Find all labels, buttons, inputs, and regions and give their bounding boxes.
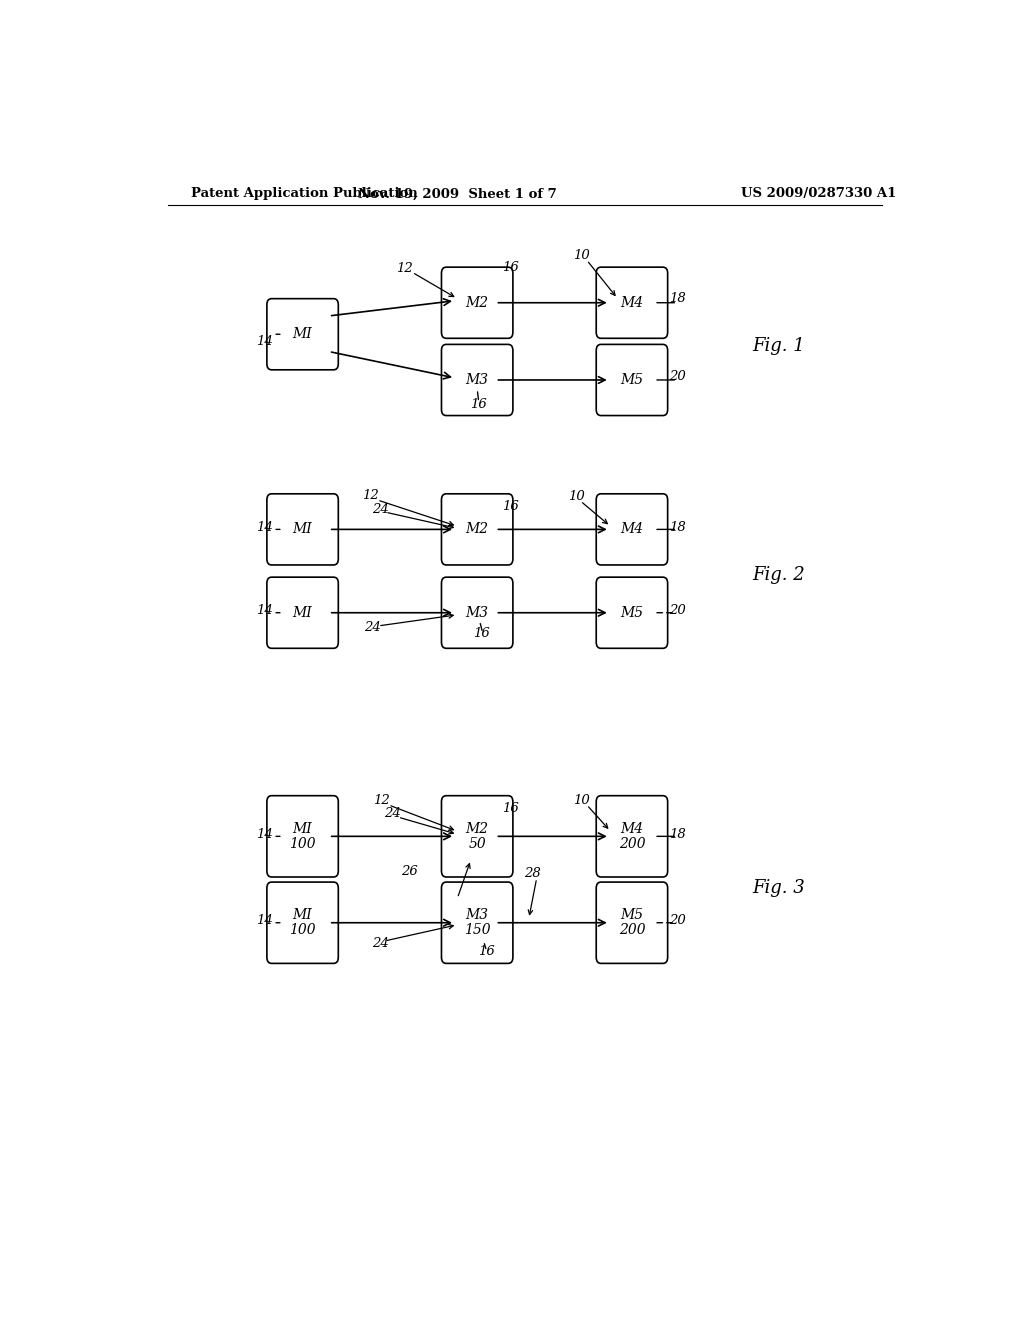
Text: 12: 12	[396, 261, 413, 275]
FancyBboxPatch shape	[596, 577, 668, 648]
FancyBboxPatch shape	[267, 577, 338, 648]
FancyBboxPatch shape	[441, 267, 513, 338]
FancyBboxPatch shape	[596, 494, 668, 565]
FancyBboxPatch shape	[441, 796, 513, 876]
Text: M2
50: M2 50	[466, 822, 488, 851]
Text: Fig. 3: Fig. 3	[753, 879, 805, 898]
FancyBboxPatch shape	[596, 882, 668, 964]
FancyBboxPatch shape	[267, 494, 338, 565]
Text: 16: 16	[473, 627, 489, 640]
Text: Patent Application Publication: Patent Application Publication	[191, 187, 418, 201]
Text: 24: 24	[365, 622, 381, 635]
Text: M5: M5	[621, 374, 643, 387]
Text: 24: 24	[372, 937, 389, 949]
Text: 18: 18	[669, 292, 685, 305]
Text: 14: 14	[256, 335, 272, 348]
Text: 16: 16	[502, 499, 519, 512]
Text: M5: M5	[621, 606, 643, 619]
FancyBboxPatch shape	[267, 796, 338, 876]
Text: 20: 20	[669, 915, 685, 927]
Text: 24: 24	[384, 808, 400, 821]
Text: M3: M3	[466, 606, 488, 619]
Text: 16: 16	[478, 945, 495, 958]
Text: 14: 14	[256, 828, 272, 841]
Text: MI
100: MI 100	[289, 908, 316, 937]
Text: 14: 14	[256, 605, 272, 618]
Text: 18: 18	[669, 521, 685, 533]
Text: MI: MI	[293, 327, 312, 342]
Text: 28: 28	[524, 867, 541, 880]
Text: M2: M2	[466, 296, 488, 310]
Text: 20: 20	[669, 605, 685, 618]
FancyBboxPatch shape	[267, 298, 338, 370]
Text: 16: 16	[502, 803, 519, 816]
Text: US 2009/0287330 A1: US 2009/0287330 A1	[740, 187, 896, 201]
Text: M3: M3	[466, 374, 488, 387]
Text: M5
200: M5 200	[618, 908, 645, 937]
FancyBboxPatch shape	[267, 882, 338, 964]
Text: MI
100: MI 100	[289, 822, 316, 851]
Text: 26: 26	[401, 866, 418, 878]
Text: 14: 14	[256, 521, 272, 533]
FancyBboxPatch shape	[441, 345, 513, 416]
FancyBboxPatch shape	[441, 577, 513, 648]
Text: MI: MI	[293, 523, 312, 536]
Text: M4: M4	[621, 296, 643, 310]
Text: MI: MI	[293, 606, 312, 619]
Text: 14: 14	[256, 915, 272, 927]
FancyBboxPatch shape	[596, 345, 668, 416]
Text: 24: 24	[372, 503, 389, 516]
Text: 12: 12	[361, 490, 379, 503]
Text: 12: 12	[374, 795, 390, 808]
Text: Nov. 19, 2009  Sheet 1 of 7: Nov. 19, 2009 Sheet 1 of 7	[358, 187, 557, 201]
Text: 20: 20	[669, 371, 685, 383]
Text: 10: 10	[568, 490, 585, 503]
Text: 18: 18	[669, 828, 685, 841]
Text: 16: 16	[470, 397, 487, 411]
Text: M2: M2	[466, 523, 488, 536]
Text: Fig. 1: Fig. 1	[753, 338, 805, 355]
Text: 16: 16	[502, 260, 519, 273]
FancyBboxPatch shape	[441, 882, 513, 964]
Text: M3
150: M3 150	[464, 908, 490, 937]
FancyBboxPatch shape	[441, 494, 513, 565]
FancyBboxPatch shape	[596, 796, 668, 876]
FancyBboxPatch shape	[596, 267, 668, 338]
Text: Fig. 2: Fig. 2	[753, 566, 805, 585]
Text: 10: 10	[573, 249, 590, 263]
Text: M4
200: M4 200	[618, 822, 645, 851]
Text: 10: 10	[573, 795, 590, 808]
Text: M4: M4	[621, 523, 643, 536]
